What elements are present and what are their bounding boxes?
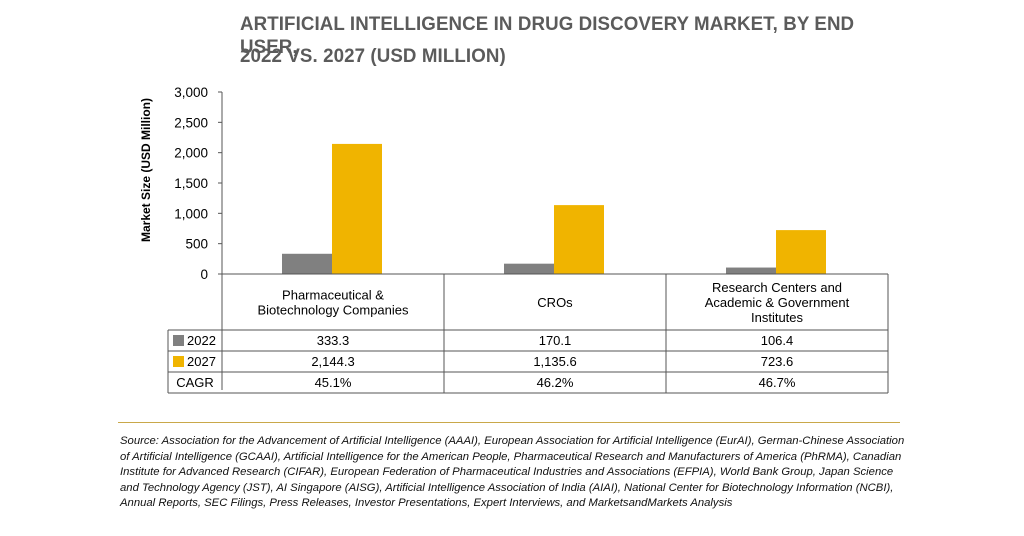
bar-2027-3 [776, 230, 826, 274]
cagr-value: 46.7% [759, 375, 796, 390]
bar-2022-3 [726, 267, 776, 274]
x-category-label: Academic & Government [705, 295, 850, 310]
y-tick-label: 2,000 [174, 146, 208, 161]
data-label-2022: 106.4 [761, 333, 794, 348]
data-label-2027: 1,135.6 [533, 354, 576, 369]
x-category-label: Biotechnology Companies [257, 303, 409, 318]
source-divider [118, 422, 900, 423]
y-tick-label: 500 [185, 237, 208, 252]
bar-2022-1 [282, 253, 332, 274]
y-axis-label: Market Size (USD Million) [139, 98, 153, 242]
bar-2022-2 [504, 263, 554, 274]
chart-title-line1: ARTIFICIAL INTELLIGENCE IN DRUG DISCOVER… [240, 13, 855, 58]
bar-2027-1 [332, 143, 382, 274]
data-label-2027: 723.6 [761, 354, 794, 369]
chart-title-line2: 2022 VS. 2027 (USD MILLION) [240, 45, 506, 67]
table-row-label-cagr: CAGR [176, 375, 214, 390]
y-tick-label: 1,500 [174, 176, 208, 191]
data-label-2022: 170.1 [539, 333, 572, 348]
y-tick-label: 0 [200, 267, 208, 282]
legend-swatch-2022 [173, 335, 184, 346]
bar-2027-2 [554, 205, 604, 274]
y-tick-label: 3,000 [174, 85, 208, 100]
legend-swatch-2027 [173, 356, 184, 367]
x-category-label: Research Centers and [712, 280, 842, 295]
bar-chart: Market Size (USD Million) 0 500 1,000 1,500 2… [139, 85, 889, 394]
y-tick-label: 2,500 [174, 115, 208, 130]
y-tick-label: 1,000 [174, 206, 208, 221]
data-label-2022: 333.3 [317, 333, 350, 348]
x-category-label: Institutes [751, 310, 804, 325]
data-label-2027: 2,144.3 [311, 354, 354, 369]
x-category-label: CROs [537, 295, 573, 310]
cagr-value: 46.2% [537, 375, 574, 390]
cagr-value: 45.1% [315, 375, 352, 390]
source-note: Source: Association for the Advancement … [120, 435, 905, 509]
x-category-label: Pharmaceutical & [282, 288, 384, 303]
legend-label-2022: 2022 [187, 333, 216, 348]
legend-label-2027: 2027 [187, 354, 216, 369]
